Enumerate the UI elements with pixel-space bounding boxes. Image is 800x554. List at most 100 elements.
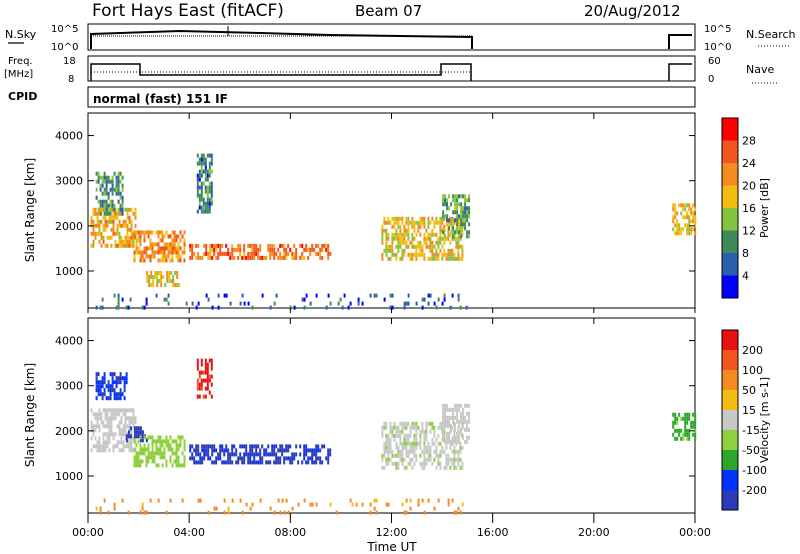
- vel-cell: [169, 459, 172, 464]
- vel-cell: [425, 461, 428, 466]
- power-cell: [443, 224, 446, 229]
- power-cell: [321, 255, 324, 260]
- colorbar-segment: [722, 163, 738, 186]
- vel-cell: [303, 456, 306, 461]
- vel-cell: [247, 460, 250, 465]
- power-cell: [159, 250, 162, 255]
- vel-cell: [395, 465, 398, 470]
- power-cell: [239, 247, 242, 252]
- vel-cell: [401, 441, 404, 446]
- power-cell: [385, 220, 388, 225]
- power-cell: [126, 211, 129, 216]
- power-cell: [139, 238, 142, 243]
- power-cell: [446, 222, 449, 227]
- vel-cell: [385, 502, 388, 507]
- vel-cell: [401, 461, 404, 466]
- vel-cell: [417, 502, 420, 507]
- power-cell: [154, 271, 157, 275]
- power-cell: [97, 207, 100, 212]
- power-cell: [106, 223, 109, 228]
- power-cell: [196, 189, 199, 194]
- power-cell: [249, 243, 252, 248]
- power-cell: [113, 293, 116, 298]
- power-cell: [389, 293, 392, 298]
- vel-cell: [183, 459, 186, 464]
- power-cell: [301, 243, 304, 248]
- vel-cell: [425, 437, 428, 442]
- power-cell: [235, 247, 238, 252]
- vel-cell: [692, 412, 695, 417]
- vel-cell: [397, 433, 400, 438]
- power-cell: [203, 251, 206, 256]
- power-cell: [163, 246, 166, 251]
- velocity-y-axis-label: Slant Range [km]: [23, 363, 37, 467]
- power-cell: [253, 251, 256, 256]
- vel-cell: [243, 456, 246, 461]
- power-cell: [456, 230, 459, 235]
- power-cell: [117, 175, 120, 180]
- power-cell: [468, 210, 471, 215]
- power-cell: [327, 293, 330, 298]
- vel-cell: [321, 460, 324, 465]
- power-cell: [137, 250, 140, 255]
- vel-cell: [171, 439, 174, 444]
- power-cell: [135, 230, 138, 235]
- power-cell: [219, 247, 222, 252]
- power-cell: [115, 211, 118, 216]
- vel-cell: [98, 444, 101, 449]
- plot-title: Fort Hays East (fitACF): [92, 1, 284, 21]
- vel-cell: [161, 439, 164, 444]
- vel-cell: [391, 429, 394, 434]
- power-cell: [458, 202, 461, 207]
- vel-cell: [307, 460, 310, 465]
- power-cell: [450, 202, 453, 207]
- power-cell: [443, 248, 446, 253]
- vel-cell: [245, 502, 248, 507]
- vel-cell: [198, 394, 201, 399]
- power-cell: [196, 161, 199, 166]
- power-cell: [117, 179, 120, 184]
- vel-cell: [329, 502, 332, 507]
- vel-cell: [241, 460, 244, 465]
- vel-cell: [265, 448, 268, 453]
- vel-cell: [149, 451, 152, 456]
- vel-cell: [145, 463, 148, 468]
- vel-cell: [96, 424, 99, 429]
- vel-cell: [251, 448, 254, 453]
- vel-cell: [210, 362, 213, 367]
- vel-cell: [425, 429, 428, 434]
- power-cell: [439, 228, 442, 233]
- power-cell: [208, 209, 211, 214]
- power-cell: [407, 216, 410, 221]
- vel-cell: [110, 424, 113, 429]
- vel-cell: [145, 510, 148, 515]
- nsearch-label: N.Search: [746, 28, 796, 41]
- vel-cell: [126, 444, 129, 449]
- vel-cell: [239, 444, 242, 449]
- power-cell: [454, 194, 457, 199]
- vel-cell: [383, 421, 386, 426]
- vel-cell: [291, 506, 294, 511]
- power-cell: [456, 202, 459, 207]
- vel-cell: [108, 440, 111, 445]
- vel-cell: [117, 376, 120, 381]
- colorbar-segment: [722, 118, 738, 141]
- vel-cell: [450, 423, 453, 428]
- power-cell: [287, 243, 290, 248]
- power-cell: [100, 235, 103, 240]
- power-cell: [449, 240, 452, 245]
- power-cell: [403, 228, 406, 233]
- colorbar-tick-label: 12: [742, 225, 756, 238]
- power-cell: [99, 187, 102, 192]
- vel-cell: [157, 447, 160, 452]
- vel-cell: [391, 461, 394, 466]
- vel-cell: [393, 461, 396, 466]
- power-cell: [229, 301, 232, 306]
- vel-cell: [387, 445, 390, 450]
- vel-cell: [94, 412, 97, 417]
- power-cell: [684, 207, 687, 212]
- power-cell: [175, 246, 178, 251]
- vel-cell: [153, 455, 156, 460]
- power-cell: [692, 211, 695, 216]
- vel-cell: [143, 451, 146, 456]
